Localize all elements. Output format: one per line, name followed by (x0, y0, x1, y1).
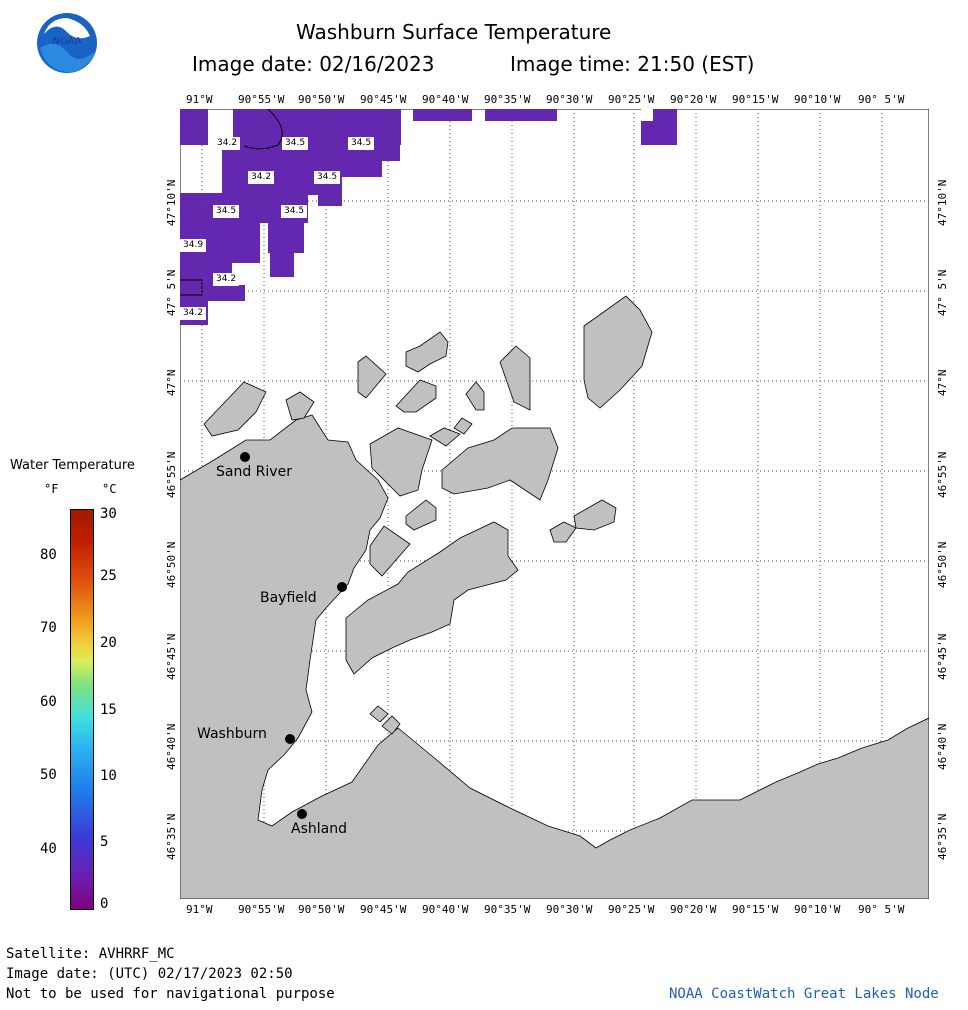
place-label-washburn: Washburn (197, 726, 267, 742)
lon-tick: 90°35'W (484, 93, 531, 106)
lon-tick: 90°10'W (794, 903, 841, 916)
lon-tick: 90°50'W (298, 903, 345, 916)
temp-label: 34.2 (180, 307, 207, 320)
lon-tick: 90°20'W (670, 903, 717, 916)
c-tick: 30 (100, 506, 117, 522)
lat-tick: 47°10'N (165, 179, 178, 226)
c-tick: 20 (100, 635, 117, 651)
lat-tick: 47°N (936, 369, 949, 397)
lat-tick: 46°35'N (165, 813, 178, 860)
lon-tick: 90°15'W (732, 93, 779, 106)
legend-unit-f: °F (44, 482, 59, 496)
temp-label: 34.5 (348, 137, 375, 150)
lon-tick: 90° 5'W (858, 903, 905, 916)
lon-tick: 90°45'W (360, 93, 407, 106)
c-tick: 5 (100, 834, 109, 850)
temp-label: 34.2 (213, 273, 240, 286)
lon-tick: 90°55'W (238, 93, 285, 106)
temp-label: 34.5 (282, 137, 309, 150)
lon-tick: 90° 5'W (858, 93, 905, 106)
c-tick: 25 (100, 568, 117, 584)
washburn-marker (285, 734, 295, 744)
lon-tick: 91°W (186, 93, 213, 106)
lat-tick: 46°55'N (165, 451, 178, 498)
lon-tick: 90°40'W (422, 903, 469, 916)
temp-label: 34.9 (180, 239, 207, 252)
image-date: Image date: 02/16/2023 (192, 52, 435, 76)
lon-tick: 90°50'W (298, 93, 345, 106)
lon-tick: 91°W (186, 903, 213, 916)
sand-river-marker (240, 452, 250, 462)
map-area (180, 109, 929, 899)
lat-tick: 46°50'N (165, 541, 178, 588)
lon-tick: 90°55'W (238, 903, 285, 916)
bayfield-marker (337, 582, 347, 592)
lat-tick: 47° 5'N (936, 269, 949, 316)
lon-tick: 90°25'W (608, 93, 655, 106)
land (180, 295, 929, 899)
temp-label: 34.5 (281, 205, 308, 218)
lat-tick: 47°N (165, 369, 178, 397)
temp-label: 34.5 (213, 205, 240, 218)
lat-tick: 46°40'N (165, 723, 178, 770)
f-tick: 40 (40, 841, 57, 857)
lon-tick: 90°20'W (670, 93, 717, 106)
ashland-marker (297, 809, 307, 819)
footer-utc-date: Image date: (UTC) 02/17/2023 02:50 (6, 966, 293, 982)
noaa-logo: NOAA (37, 13, 97, 73)
lon-tick: 90°30'W (546, 903, 593, 916)
temp-label: 34.2 (248, 171, 275, 184)
lon-tick: 90°40'W (422, 93, 469, 106)
c-tick: 15 (100, 702, 117, 718)
place-label-ashland: Ashland (291, 821, 347, 837)
place-label-bayfield: Bayfield (260, 590, 317, 606)
lat-tick: 46°50'N (936, 541, 949, 588)
lat-tick: 46°55'N (936, 451, 949, 498)
color-scale-bar (70, 509, 94, 910)
footer-credit: NOAA CoastWatch Great Lakes Node (669, 986, 939, 1002)
place-markers (240, 452, 347, 819)
c-tick: 0 (100, 896, 109, 912)
lat-tick: 46°40'N (936, 723, 949, 770)
lon-tick: 90°30'W (546, 93, 593, 106)
logo-text: NOAA (52, 36, 81, 47)
f-tick: 60 (40, 694, 57, 710)
place-label-sand-river: Sand River (216, 464, 292, 480)
f-tick: 70 (40, 620, 57, 636)
lat-tick: 47°10'N (936, 179, 949, 226)
lon-tick: 90°15'W (732, 903, 779, 916)
f-tick: 50 (40, 767, 57, 783)
footer-satellite: Satellite: AVHRRF_MC (6, 946, 175, 962)
legend-unit-c: °C (102, 482, 117, 496)
lat-tick: 47° 5'N (165, 269, 178, 316)
lat-tick: 46°45'N (936, 633, 949, 680)
lon-tick: 90°45'W (360, 903, 407, 916)
lon-tick: 90°25'W (608, 903, 655, 916)
lon-tick: 90°10'W (794, 93, 841, 106)
temp-label: 34.2 (214, 137, 241, 150)
f-tick: 80 (40, 547, 57, 563)
image-time: Image time: 21:50 (EST) (510, 52, 755, 76)
lat-tick: 46°45'N (165, 633, 178, 680)
page-title: Washburn Surface Temperature (296, 20, 612, 44)
legend-title: Water Temperature (10, 458, 135, 473)
lon-tick: 90°35'W (484, 903, 531, 916)
c-tick: 10 (100, 768, 117, 784)
footer-disclaimer: Not to be used for navigational purpose (6, 986, 335, 1002)
temp-label: 34.5 (314, 171, 341, 184)
lat-tick: 46°35'N (936, 813, 949, 860)
